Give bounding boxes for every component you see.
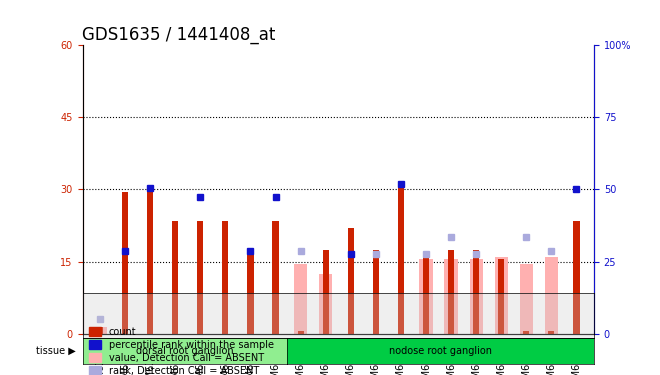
Bar (222, 220, 228, 334)
Legend: count, percentile rank within the sample, value, Detection Call = ABSENT, rank, : count, percentile rank within the sample… (87, 325, 276, 375)
Text: GDS1635 / 1441408_at: GDS1635 / 1441408_at (82, 26, 276, 44)
Bar (319, 274, 332, 334)
Bar (94, 327, 107, 334)
Bar (523, 332, 529, 334)
Bar (323, 249, 329, 334)
Bar (348, 228, 354, 334)
Text: tissue ▶: tissue ▶ (36, 346, 76, 355)
Bar (97, 327, 103, 334)
Bar (248, 254, 253, 334)
Text: dorsal root ganglion: dorsal root ganglion (136, 346, 234, 355)
Bar (469, 259, 482, 334)
Bar (147, 187, 153, 334)
Bar (498, 259, 504, 334)
Bar (544, 257, 558, 334)
Bar (298, 332, 304, 334)
Bar (494, 257, 508, 334)
Bar (444, 259, 457, 334)
Bar (273, 220, 279, 334)
Bar (197, 220, 203, 334)
Text: nodose root ganglion: nodose root ganglion (389, 346, 492, 355)
Bar (419, 259, 432, 334)
Bar (122, 192, 128, 334)
Bar (398, 182, 404, 334)
Bar (548, 332, 554, 334)
Bar (373, 249, 379, 334)
Bar (172, 220, 178, 334)
Bar (294, 264, 307, 334)
Bar (423, 254, 429, 334)
Bar (519, 264, 533, 334)
Bar (473, 249, 479, 334)
Bar (448, 249, 454, 334)
Bar (574, 220, 579, 334)
